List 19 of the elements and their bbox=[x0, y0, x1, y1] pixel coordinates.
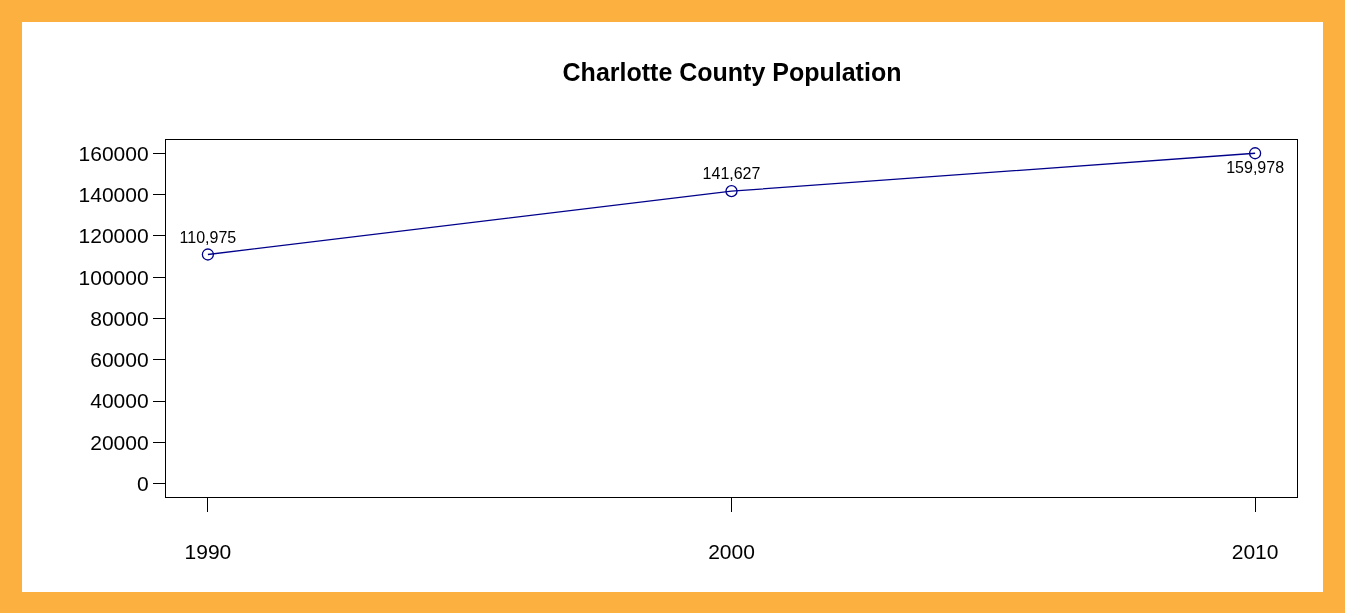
y-tick-label: 80000 bbox=[90, 306, 149, 330]
data-label: 159,978 bbox=[1226, 159, 1285, 177]
y-tick-label: 60000 bbox=[90, 348, 149, 372]
y-tick-label: 160000 bbox=[78, 141, 149, 165]
point bbox=[1248, 147, 1262, 160]
x-tick-label: 2000 bbox=[708, 540, 755, 564]
chart-title: Charlotte County Population bbox=[562, 57, 902, 86]
y-tick-label: 140000 bbox=[78, 182, 149, 206]
point bbox=[725, 185, 738, 198]
y-tick-label: 100000 bbox=[78, 265, 149, 289]
y-tick-label: 0 bbox=[136, 472, 149, 496]
x-tick-label: 2010 bbox=[1231, 540, 1279, 564]
y-tick-label: 20000 bbox=[90, 430, 149, 454]
data-label: 110,975 bbox=[179, 228, 237, 246]
x-tick-label: 1990 bbox=[184, 540, 232, 564]
y-tick-label: 120000 bbox=[78, 224, 149, 248]
point bbox=[201, 248, 215, 261]
y-tick-label: 40000 bbox=[90, 389, 149, 413]
data-label: 141,627 bbox=[702, 165, 761, 183]
